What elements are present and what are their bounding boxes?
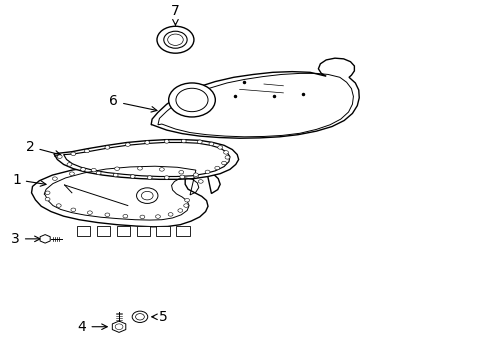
Circle shape: [141, 192, 153, 200]
Text: 5: 5: [151, 310, 168, 324]
Circle shape: [214, 166, 219, 170]
Circle shape: [84, 149, 89, 153]
Circle shape: [180, 175, 184, 179]
Text: 6: 6: [109, 94, 157, 112]
Circle shape: [198, 180, 203, 183]
Circle shape: [159, 168, 164, 171]
Circle shape: [87, 211, 92, 215]
Text: 3: 3: [11, 232, 40, 246]
Polygon shape: [156, 226, 170, 236]
Circle shape: [122, 215, 127, 218]
Circle shape: [71, 208, 76, 212]
Circle shape: [69, 172, 74, 175]
Polygon shape: [97, 226, 110, 236]
Polygon shape: [54, 140, 238, 179]
Circle shape: [163, 31, 187, 48]
Circle shape: [136, 188, 158, 203]
Circle shape: [56, 204, 61, 207]
Circle shape: [45, 197, 50, 201]
Circle shape: [132, 311, 147, 323]
Circle shape: [96, 171, 101, 175]
Polygon shape: [136, 226, 150, 236]
Circle shape: [45, 191, 50, 194]
Circle shape: [204, 170, 209, 174]
Circle shape: [144, 141, 149, 144]
Text: 1: 1: [12, 173, 46, 187]
Circle shape: [67, 163, 72, 166]
Circle shape: [130, 175, 135, 178]
Polygon shape: [40, 235, 50, 243]
Circle shape: [223, 150, 228, 154]
Polygon shape: [151, 58, 359, 138]
Circle shape: [168, 213, 173, 216]
Polygon shape: [112, 321, 125, 332]
Circle shape: [181, 139, 186, 143]
Circle shape: [52, 177, 57, 180]
Text: 7: 7: [171, 4, 180, 25]
Circle shape: [147, 176, 152, 179]
Circle shape: [137, 167, 142, 170]
Circle shape: [208, 142, 213, 146]
Circle shape: [140, 215, 144, 219]
Circle shape: [115, 167, 119, 171]
Circle shape: [193, 174, 198, 178]
Circle shape: [217, 146, 222, 149]
Circle shape: [81, 168, 85, 171]
Circle shape: [178, 209, 183, 212]
Circle shape: [221, 161, 226, 165]
Circle shape: [179, 171, 183, 174]
Polygon shape: [116, 226, 130, 236]
Polygon shape: [31, 164, 220, 227]
Circle shape: [157, 26, 194, 53]
Circle shape: [183, 204, 188, 207]
Circle shape: [105, 213, 110, 216]
Circle shape: [197, 140, 202, 144]
Circle shape: [164, 176, 169, 179]
Circle shape: [71, 152, 76, 156]
Text: 2: 2: [26, 140, 61, 156]
Circle shape: [91, 168, 96, 172]
Circle shape: [105, 146, 110, 149]
Polygon shape: [77, 226, 90, 236]
Circle shape: [193, 173, 198, 176]
Text: 4: 4: [78, 320, 107, 334]
Polygon shape: [176, 226, 190, 236]
Circle shape: [164, 140, 169, 143]
Circle shape: [125, 143, 130, 147]
Circle shape: [57, 155, 62, 158]
Circle shape: [155, 215, 160, 218]
Circle shape: [168, 83, 215, 117]
Circle shape: [135, 314, 144, 320]
Circle shape: [224, 156, 229, 159]
Circle shape: [113, 173, 118, 177]
Circle shape: [184, 198, 189, 202]
